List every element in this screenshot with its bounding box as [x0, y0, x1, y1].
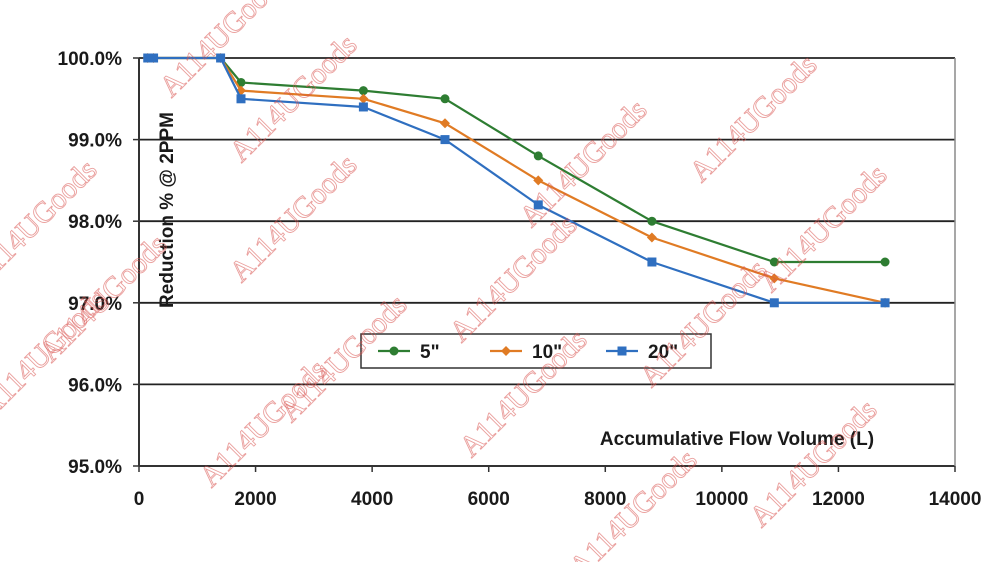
watermark-text: A114UGoods: [0, 283, 113, 423]
y-tick-label: 95.0%: [68, 457, 122, 478]
data-point-20in: [769, 298, 779, 308]
data-point-20in: [358, 102, 368, 112]
legend-label-20in: 20": [648, 342, 678, 363]
legend-box: [360, 333, 712, 369]
data-point-20in: [440, 135, 450, 145]
data-point-10in: [358, 93, 369, 104]
data-point-5in: [440, 94, 450, 104]
data-point-10in: [646, 232, 657, 243]
data-point-20in: [880, 298, 890, 308]
data-point-20in: [647, 257, 657, 267]
legend: 5" 10" 20": [360, 333, 712, 369]
x-tick-label: 4000: [351, 489, 393, 510]
legend-marker-10in: [501, 346, 511, 356]
data-point-20in: [533, 200, 543, 210]
x-tick-label: 10000: [695, 489, 748, 510]
data-point-20in: [216, 53, 226, 63]
y-tick-labels: 95.0% 96.0% 97.0% 98.0% 99.0% 100.0%: [58, 49, 123, 478]
x-tick-labels: 0 2000 4000 6000 8000 10000 12000 14000: [134, 489, 982, 510]
series-group: [142, 53, 891, 308]
data-point-5in: [533, 151, 543, 161]
y-tick-label: 99.0%: [68, 131, 122, 152]
legend-marker-20in: [617, 346, 627, 356]
x-tick-label: 6000: [468, 489, 510, 510]
data-point-5in: [358, 86, 368, 96]
legend-label-5in: 5": [420, 342, 440, 363]
x-tick-label: 2000: [234, 489, 276, 510]
data-point-20in: [149, 53, 159, 63]
y-tick-label: 97.0%: [68, 294, 122, 315]
y-tick-label: 100.0%: [58, 49, 123, 70]
gridlines: [133, 57, 956, 472]
x-tick-label: 14000: [929, 489, 982, 510]
y-tick-label: 98.0%: [68, 212, 122, 233]
data-point-5in: [880, 257, 890, 267]
x-tick-label: 0: [134, 489, 145, 510]
axes: [138, 58, 956, 467]
legend-label-10in: 10": [532, 342, 562, 363]
data-point-10in: [440, 118, 450, 129]
x-tick-label: 8000: [584, 489, 626, 510]
data-point-10in: [769, 273, 780, 284]
data-point-5in: [647, 216, 657, 226]
data-point-20in: [236, 94, 246, 104]
x-tick-label: 12000: [812, 489, 865, 510]
x-axis-title: Accumulative Flow Volume (L): [600, 429, 874, 450]
series-line-20in: [147, 56, 886, 304]
data-point-5in: [769, 257, 779, 267]
legend-marker-5in: [389, 346, 399, 356]
data-point-20in: [143, 53, 153, 63]
y-axis-title: Reduction % @ 2PPM: [157, 112, 178, 308]
y-tick-label: 96.0%: [68, 375, 122, 396]
data-point-10in: [533, 175, 544, 186]
